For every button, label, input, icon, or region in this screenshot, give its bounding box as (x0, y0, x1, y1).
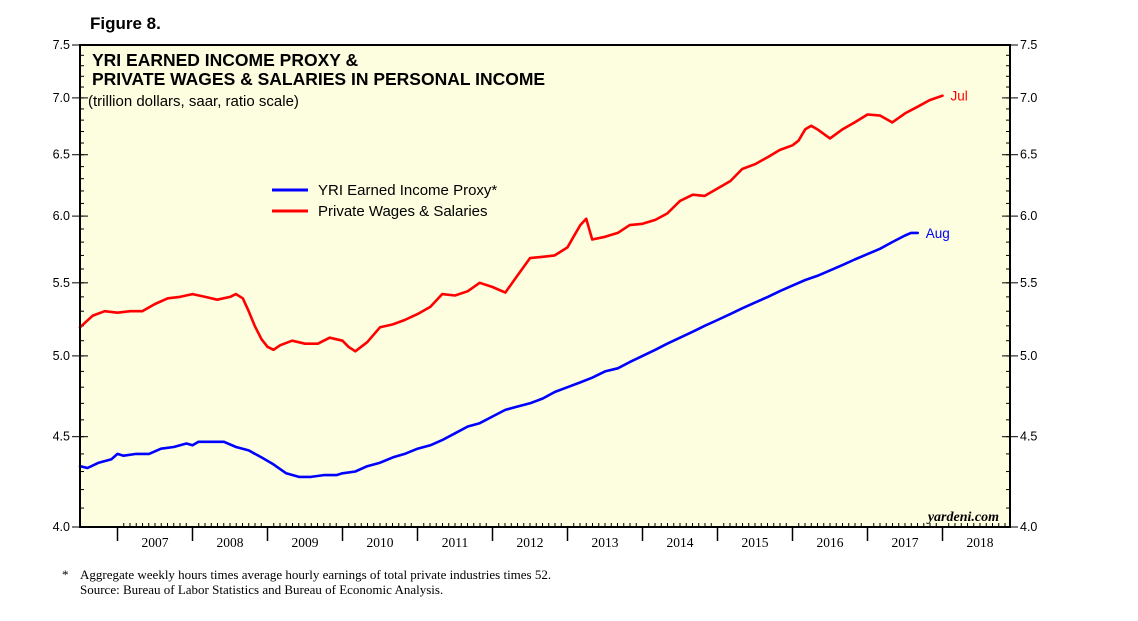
y-tick-label: 7.0 (53, 91, 70, 105)
x-tick-label: 2016 (817, 535, 844, 550)
series-wages-line (78, 94, 944, 353)
x-tick-label: 2008 (217, 535, 244, 550)
footnote-text: Aggregate weekly hours times average hou… (80, 567, 552, 582)
y-tick-label: 4.0 (53, 520, 70, 534)
chart-title-line2: PRIVATE WAGES & SALARIES IN PERSONAL INC… (92, 69, 545, 89)
end-label-aug: Aug (926, 226, 950, 241)
x-tick-label: 2015 (742, 535, 769, 550)
chart-subtitle: (trillion dollars, saar, ratio scale) (88, 93, 299, 110)
y-tick-label-right: 4.5 (1020, 430, 1037, 444)
legend-wages-label: Private Wages & Salaries (318, 203, 488, 220)
x-tick-label: 2017 (892, 535, 919, 550)
y-axis-left: 4.0 4.5 5.0 5.5 6.0 6.5 7.0 7.5 (53, 38, 70, 534)
chart-title: YRI EARNED INCOME PROXY & (92, 50, 358, 70)
y-tick-label-right: 5.5 (1020, 276, 1037, 290)
x-tick-label: 2010 (367, 535, 394, 550)
x-tick-label: 2013 (592, 535, 619, 550)
x-tick-label: 2009 (292, 535, 319, 550)
end-label-jul: Jul (951, 89, 968, 104)
y-axis-right: 4.0 4.5 5.0 5.5 6.0 6.5 7.0 7.5 (1020, 38, 1037, 534)
y-tick-label-right: 5.0 (1020, 349, 1037, 363)
y-tick-label: 4.5 (53, 430, 70, 444)
plot-frame (79, 44, 1011, 528)
footnote: * Aggregate weekly hours times average ho… (62, 567, 551, 597)
y-tick-label: 5.0 (53, 349, 70, 363)
y-tick-label: 7.5 (53, 38, 70, 52)
series-proxy-line (78, 231, 919, 479)
footnote-star: * (62, 567, 69, 582)
y-tick-label: 6.0 (53, 209, 70, 223)
y-tick-label: 6.5 (53, 148, 70, 162)
x-tick-label: 2014 (667, 535, 694, 550)
y-tick-label-right: 6.5 (1020, 148, 1037, 162)
x-tick-label: 2012 (517, 535, 544, 550)
legend: YRI Earned Income Proxy* Private Wages &… (272, 182, 497, 220)
y-tick-label-right: 7.5 (1020, 38, 1037, 52)
x-tick-label: 2011 (442, 535, 469, 550)
plot-background (80, 45, 1010, 527)
y-tick-label: 5.5 (53, 276, 70, 290)
series-lines: Aug Jul (78, 89, 968, 479)
legend-proxy-label: YRI Earned Income Proxy* (318, 182, 497, 199)
x-axis: 2007 2008 2009 2010 2011 2012 2013 2014 2015 2016… (142, 535, 994, 550)
x-tick-label: 2007 (142, 535, 169, 550)
x-tick-label: 2018 (967, 535, 994, 550)
footnote-source: Source: Bureau of Labor Statistics and B… (80, 582, 444, 597)
y-tick-label-right: 4.0 (1020, 520, 1037, 534)
figure-label: Figure 8. (90, 14, 161, 33)
y-tick-label-right: 7.0 (1020, 91, 1037, 105)
brand-watermark: yardeni.com (926, 510, 999, 525)
y-tick-label-right: 6.0 (1020, 209, 1037, 223)
